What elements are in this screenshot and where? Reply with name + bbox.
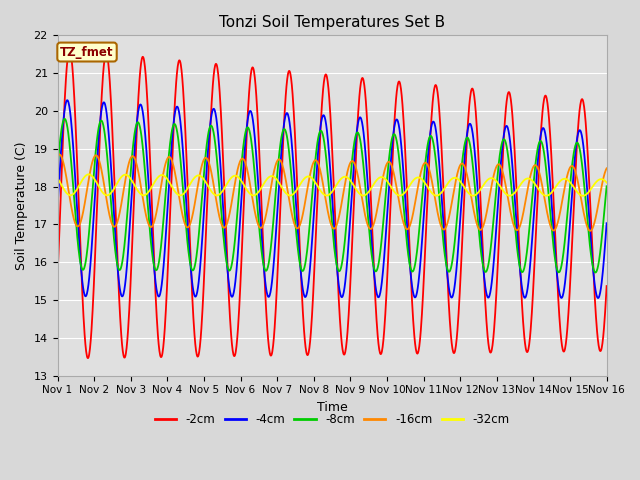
Text: TZ_fmet: TZ_fmet bbox=[60, 46, 114, 59]
Y-axis label: Soil Temperature (C): Soil Temperature (C) bbox=[15, 141, 28, 270]
Legend: -2cm, -4cm, -8cm, -16cm, -32cm: -2cm, -4cm, -8cm, -16cm, -32cm bbox=[150, 408, 514, 431]
Title: Tonzi Soil Temperatures Set B: Tonzi Soil Temperatures Set B bbox=[219, 15, 445, 30]
X-axis label: Time: Time bbox=[317, 401, 348, 414]
